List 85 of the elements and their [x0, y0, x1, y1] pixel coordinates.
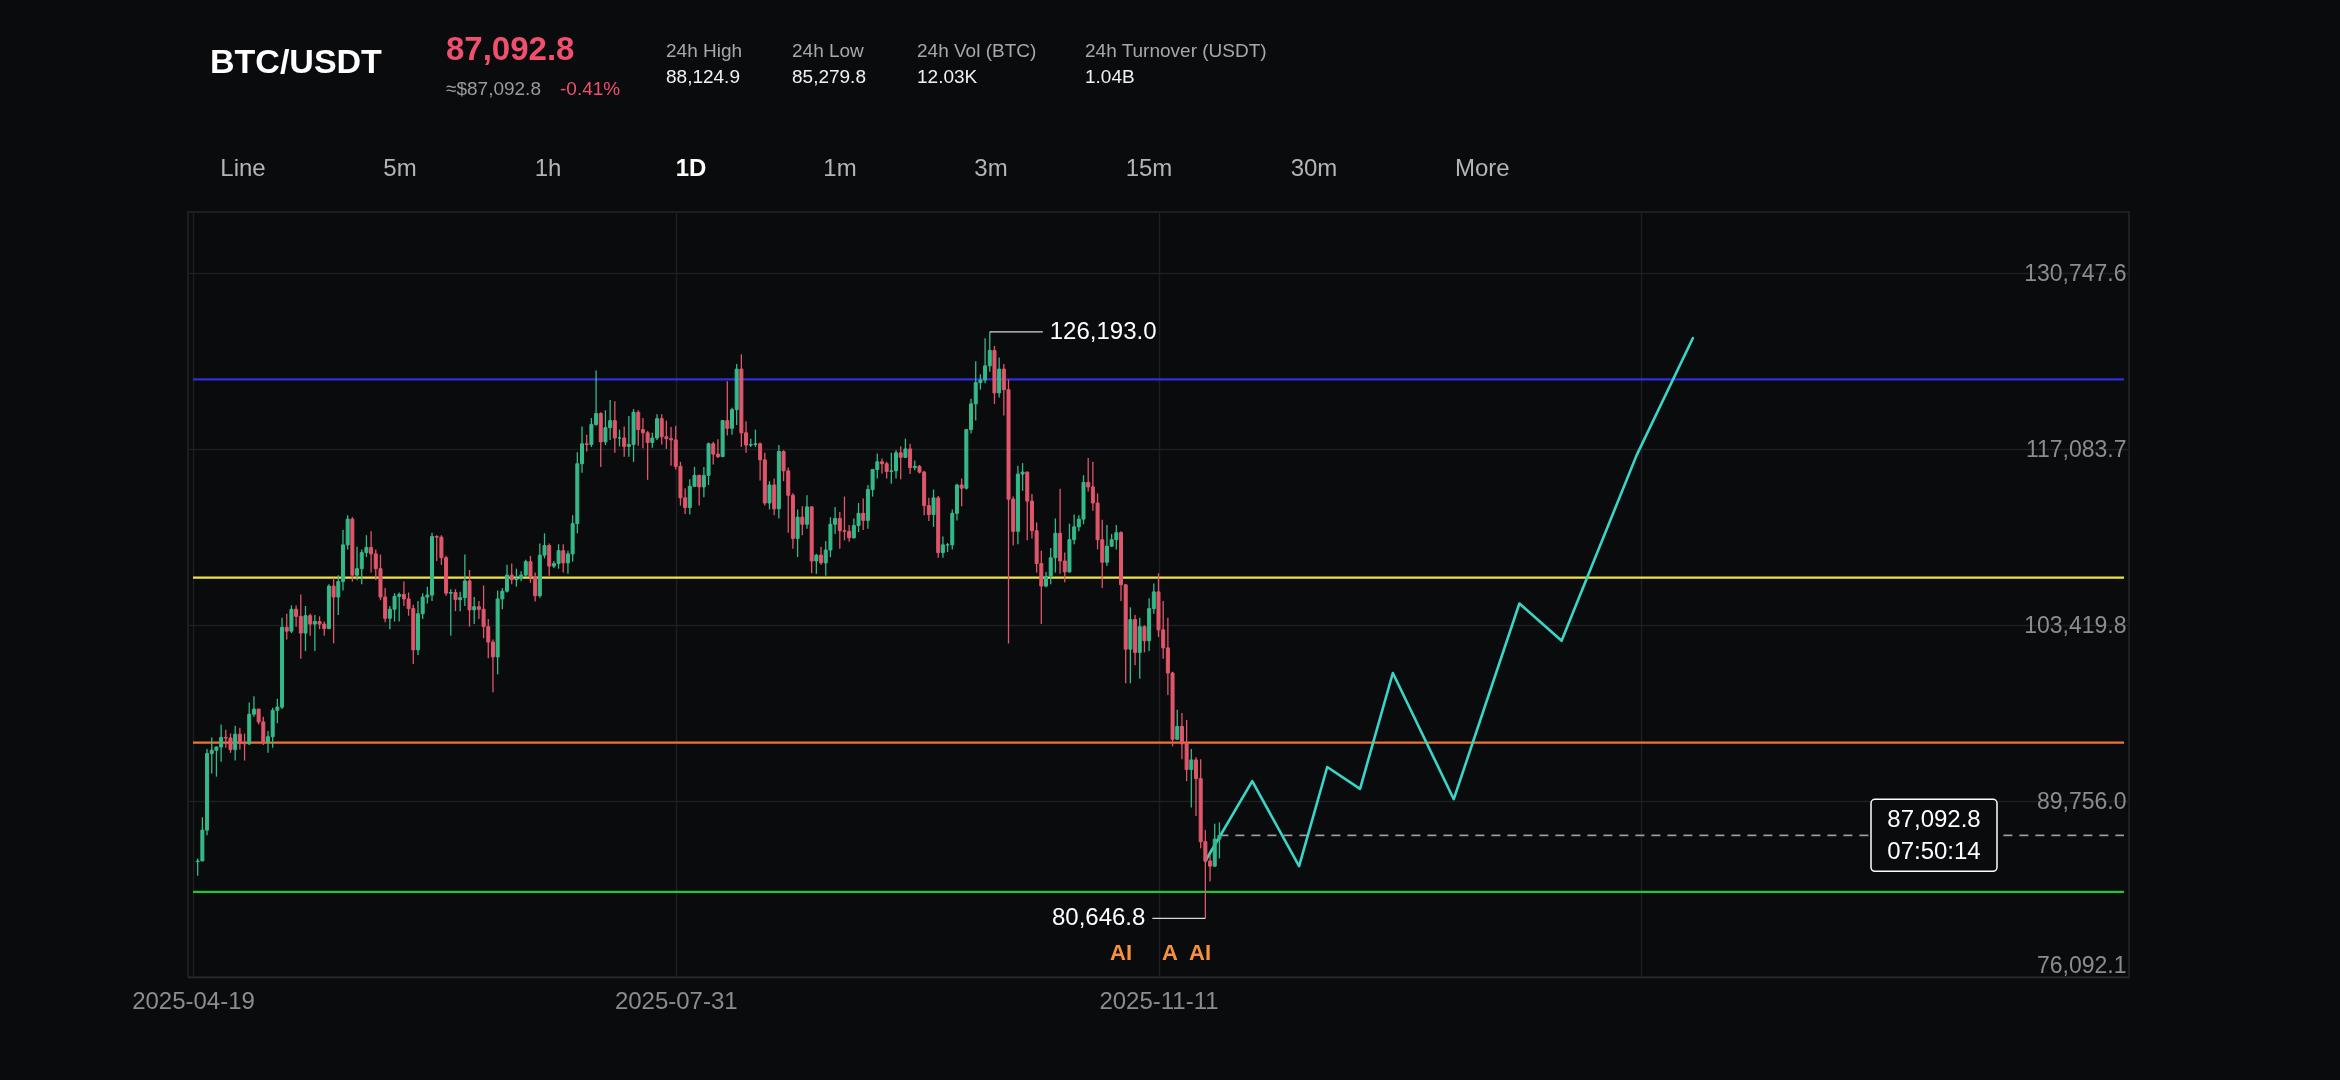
candlestick: [547, 542, 552, 577]
text: -0.41%: [560, 78, 621, 99]
candlestick: [509, 562, 514, 585]
candlestick: [725, 380, 730, 437]
annotation: 07:50:14: [1887, 837, 1981, 865]
annotation: AI: [1110, 940, 1132, 965]
candlestick: [355, 546, 360, 581]
candlestick: [800, 505, 805, 536]
text: 1.04B: [1085, 66, 1135, 87]
candlestick: [814, 553, 819, 575]
candlestick: [898, 445, 903, 480]
y-tick-label: 76,092.1: [2036, 951, 2127, 978]
candlestick: [997, 356, 1002, 399]
candlestick: [959, 477, 964, 507]
text: 30m: [1290, 154, 1338, 181]
candlestick: [767, 480, 772, 511]
y-tick-label: 89,756.0: [2036, 787, 2127, 814]
candlestick: [448, 588, 453, 637]
text: 15m: [1125, 154, 1173, 181]
candlestick: [940, 535, 945, 559]
candlestick: [462, 553, 467, 607]
candlestick: [804, 494, 809, 530]
y-tick-label: 103,419.8: [2024, 611, 2127, 638]
y-tick-label: 130,747.6: [2024, 259, 2127, 286]
text: 1m: [823, 154, 857, 181]
candlestick: [931, 488, 936, 528]
text: ≈$87,092.8: [446, 78, 541, 99]
x-tick-label: 2025-04-19: [132, 986, 255, 1014]
candlestick: [711, 441, 716, 466]
candlestick: [1142, 624, 1147, 654]
candlestick: [697, 474, 702, 507]
candlestick: [1175, 709, 1180, 740]
candlestick: [556, 543, 561, 570]
text: Line: [220, 154, 266, 181]
text: 24h High: [666, 40, 743, 61]
candlestick: [772, 477, 777, 516]
candlestick: [453, 588, 458, 612]
candlestick: [369, 530, 374, 574]
candlestick: [392, 592, 397, 623]
text: 5m: [383, 154, 417, 181]
ref-line-label: 87,092.8: [1887, 805, 1981, 833]
candlestick: [819, 546, 824, 566]
candlestick: [612, 400, 617, 454]
candlestick: [715, 438, 720, 459]
y-tick-label: 117,083.7: [2025, 435, 2127, 462]
candlestick: [908, 443, 913, 475]
candlestick: [481, 584, 486, 639]
candlestick: [1189, 748, 1194, 809]
candlestick: [331, 577, 336, 645]
candlestick: [861, 497, 866, 531]
candlestick: [842, 495, 847, 542]
candlestick: [514, 568, 519, 588]
text: 24h Turnover (USDT): [1085, 40, 1267, 61]
candlestick: [622, 425, 627, 458]
candlestick: [472, 596, 477, 625]
candlestick: [228, 732, 233, 754]
text: 24h Low: [792, 40, 865, 61]
text: 88,124.9: [666, 66, 740, 87]
candlestick: [298, 593, 303, 660]
candlestick: [312, 614, 317, 652]
annotation: 80,646.8: [1051, 903, 1146, 931]
candlestick: [233, 725, 238, 762]
candlestick: [636, 409, 641, 447]
annotation: A: [1162, 940, 1179, 965]
text: 3m: [974, 154, 1008, 181]
text: 24h Vol (BTC): [917, 40, 1037, 61]
candlestick: [284, 613, 289, 641]
candlestick: [308, 613, 313, 637]
text: 1h: [534, 154, 562, 181]
candlestick: [795, 508, 800, 558]
x-tick-label: 2025-11-11: [1099, 986, 1219, 1014]
candlestick: [889, 452, 894, 485]
candlestick: [303, 605, 308, 652]
text: 12.03K: [917, 66, 978, 87]
x-tick-label: 2025-07-31: [614, 986, 738, 1014]
chart-title: BTC/USDT: [210, 42, 383, 80]
candlestick: [561, 543, 566, 574]
candlestick: [903, 437, 908, 459]
annotation: AI: [1189, 940, 1211, 965]
text: 1D: [675, 154, 707, 181]
annotation: 126,193.0: [1049, 316, 1157, 344]
text: More: [1455, 154, 1510, 181]
candlestick: [289, 604, 294, 634]
text: 85,279.8: [792, 66, 866, 87]
text: 87,092.8: [446, 30, 575, 67]
